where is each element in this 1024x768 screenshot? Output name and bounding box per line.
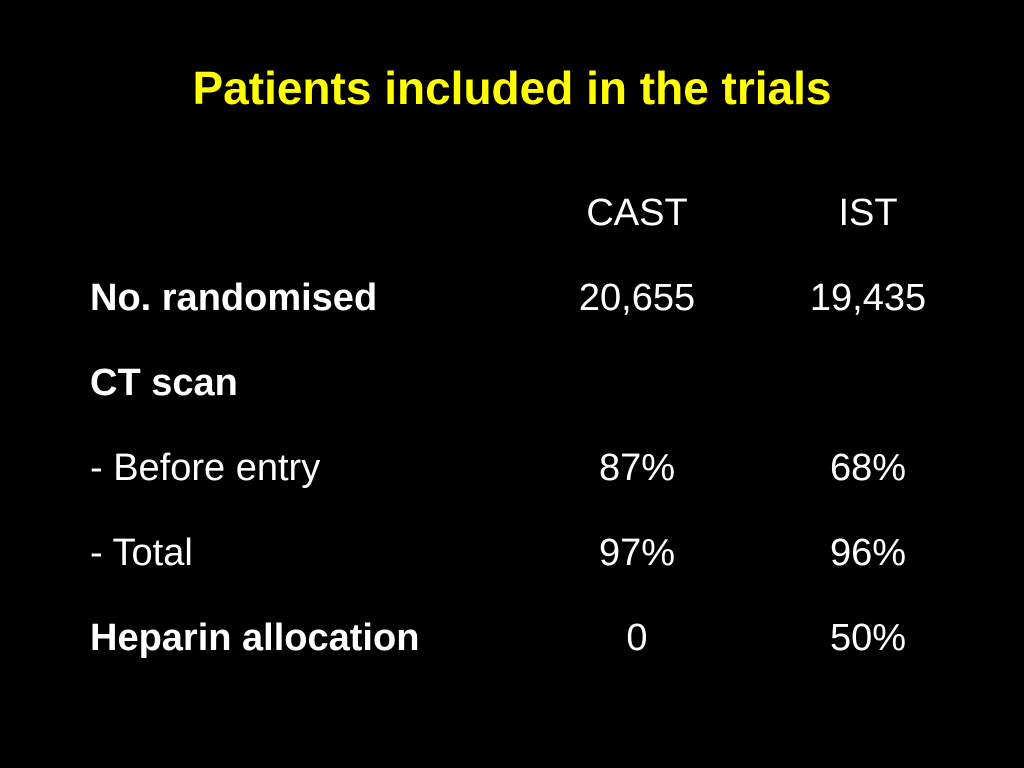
table-cell: 97% — [598, 532, 676, 574]
table-cell: 87% — [598, 447, 676, 489]
slide-title: Patients included in the trials — [192, 62, 832, 114]
table-cell: 19,435 — [809, 277, 927, 319]
table-cell: 0 — [626, 617, 648, 659]
row-label: - Total — [90, 532, 193, 574]
row-label: - Before entry — [90, 447, 321, 489]
table-cell: 50% — [829, 617, 907, 659]
table-cell: 20,655 — [578, 277, 696, 319]
table-cell: 68% — [829, 447, 907, 489]
row-label: No. randomised — [90, 277, 378, 319]
column-header: IST — [838, 192, 898, 234]
row-label: Heparin allocation — [90, 617, 420, 659]
table-cell: 96% — [829, 532, 907, 574]
row-label: CT scan — [90, 362, 238, 404]
column-header: CAST — [586, 192, 688, 234]
